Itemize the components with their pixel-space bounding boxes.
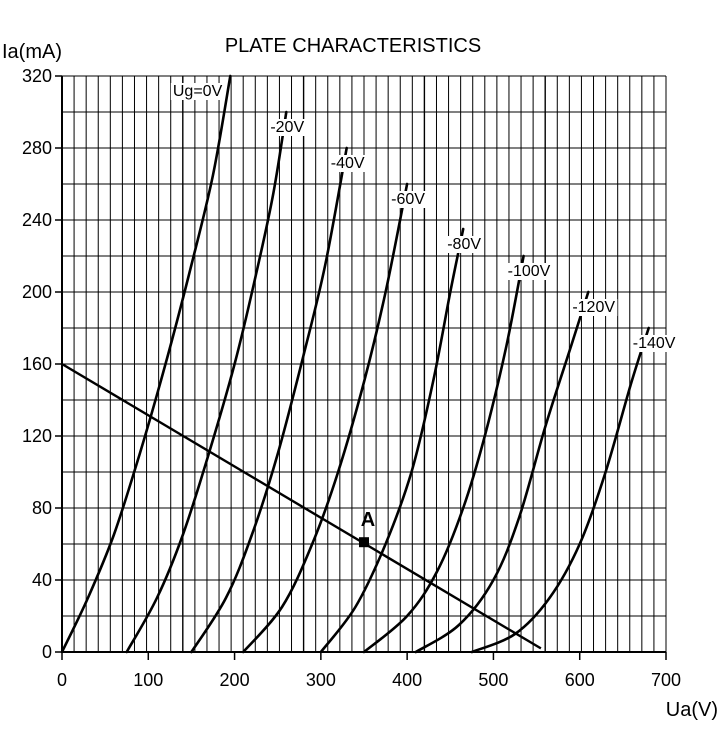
- plate-curve-6: [414, 290, 590, 654]
- x-tick-label: 600: [565, 670, 595, 690]
- x-tick-label: 0: [57, 670, 67, 690]
- operating-point-group: A: [359, 509, 375, 548]
- curve-label-7: -140V: [633, 335, 676, 352]
- x-tick-label: 500: [478, 670, 508, 690]
- curve-label-1: -20V: [270, 119, 304, 136]
- x-tick-label: 700: [651, 670, 681, 690]
- chart-title: PLATE CHARACTERISTICS: [225, 35, 481, 57]
- x-axis-label: Ua(V): [666, 699, 718, 721]
- plate-curve-4: [319, 227, 465, 654]
- curve-label-bg: [389, 191, 428, 208]
- y-tick-label: 200: [22, 282, 52, 302]
- y-tick-label: 40: [32, 570, 52, 590]
- curve-label-bg: [630, 335, 678, 352]
- curve-label-0: Ug=0V: [173, 83, 223, 100]
- plate-curve-3: [241, 182, 409, 654]
- curve-label-bg: [170, 83, 225, 100]
- y-tick-label: 80: [32, 498, 52, 518]
- curve-labels: Ug=0V -20V -40V -60V -80V -100V -120V -140V: [170, 83, 678, 352]
- operating-point-label: A: [361, 509, 375, 531]
- operating-point-marker: [359, 537, 369, 548]
- tick-labels: 0 100 200 300 400 500 600 700 0 40 80 120 160 200 240 2…: [22, 66, 681, 690]
- curve-label-bg: [570, 299, 618, 316]
- y-tick-label: 240: [22, 210, 52, 230]
- x-tick-label: 200: [220, 670, 250, 690]
- y-axis-label: Ia(mA): [2, 41, 62, 63]
- curve-label-bg: [505, 263, 553, 280]
- curve-label-bg: [328, 155, 367, 172]
- plate-curve-0: [60, 74, 232, 654]
- y-tick-label: 160: [22, 354, 52, 374]
- plate-curve-5: [362, 254, 525, 654]
- curve-label-bg: [445, 236, 484, 253]
- x-tick-label: 300: [306, 670, 336, 690]
- y-tick-label: 280: [22, 138, 52, 158]
- curve-label-2: -40V: [331, 155, 365, 172]
- y-tick-label: 320: [22, 66, 52, 86]
- curve-label-5: -100V: [508, 263, 551, 280]
- curve-label-bg: [268, 119, 307, 136]
- load-line-group: [61, 362, 542, 650]
- x-tick-label: 100: [133, 670, 163, 690]
- plate-curve-1: [125, 110, 288, 654]
- y-tick-label: 0: [42, 642, 52, 662]
- curve-label-3: -60V: [391, 191, 425, 208]
- x-tick-label: 400: [392, 670, 422, 690]
- load-line: [61, 362, 542, 650]
- plate-curve-2: [190, 146, 348, 654]
- y-tick-label: 120: [22, 426, 52, 446]
- grid: [61, 75, 667, 653]
- curve-label-4: -80V: [447, 236, 481, 253]
- curve-label-6: -120V: [572, 299, 615, 316]
- plate-curves: [60, 74, 650, 654]
